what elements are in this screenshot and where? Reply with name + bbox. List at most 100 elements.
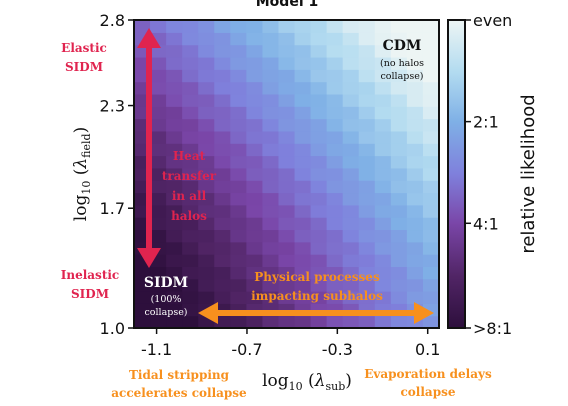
heatmap-cell — [214, 93, 231, 107]
y-axis-label-var: λ — [71, 158, 91, 170]
heatmap-cell — [198, 266, 215, 280]
heatmap-cell — [198, 56, 215, 70]
heatmap-cell — [182, 278, 199, 292]
heatmap-cell — [230, 155, 247, 169]
heatmap-cell — [150, 217, 167, 231]
x-axis-label-open: ( — [303, 371, 315, 391]
heatmap-cell — [214, 106, 231, 120]
heatmap-cell — [278, 118, 296, 132]
heatmap-cell — [246, 180, 264, 194]
heatmap-cell — [182, 204, 199, 218]
heatmap-cell — [390, 81, 408, 95]
heatmap-cell — [166, 291, 183, 304]
heatmap-cell — [262, 155, 280, 169]
heatmap-cell — [310, 217, 328, 231]
heatmap-cell — [390, 180, 408, 194]
heatmap-cell — [294, 204, 312, 218]
heatmap-cell — [262, 229, 280, 243]
heatmap-cell — [214, 192, 231, 206]
heatmap-cell — [310, 167, 328, 181]
heatmap-cell — [246, 266, 264, 280]
heatmap-cell — [422, 167, 439, 181]
heatmap-cell — [406, 155, 424, 169]
heatmap-cell — [358, 241, 376, 255]
heatmap-cell — [246, 167, 264, 181]
inelastic-label-line-1: Inelastic — [61, 268, 119, 282]
heatmap-cell — [390, 204, 408, 218]
heatmap-cell — [150, 106, 167, 120]
heatmap-cell — [310, 143, 328, 157]
colorbar-label: relative likelihood — [518, 94, 539, 253]
heatmap-cell — [374, 241, 392, 255]
heatmap-cell — [230, 93, 247, 107]
heatmap-cell — [374, 56, 392, 70]
heatmap-cell — [262, 106, 280, 120]
heat-transfer-line-4: halos — [171, 209, 207, 223]
heatmap-cell — [342, 106, 360, 120]
heatmap-cell — [422, 143, 439, 157]
heatmap-cell — [310, 192, 328, 206]
heatmap-cell — [374, 278, 392, 292]
heatmap-cell — [198, 180, 215, 194]
heatmap-cell — [406, 56, 424, 70]
heatmap-cell — [214, 254, 231, 267]
heatmap-cell — [166, 180, 183, 194]
heatmap-cell — [422, 217, 439, 231]
heatmap-cell — [230, 44, 247, 58]
heatmap-cell — [326, 130, 344, 144]
heat-transfer-arrow — [137, 28, 161, 268]
heatmap-cell — [198, 44, 215, 58]
heatmap-cell — [342, 118, 360, 132]
heatmap-cell — [406, 254, 424, 267]
heatmap-cell — [342, 69, 360, 83]
heatmap-cell — [214, 143, 231, 157]
heatmap-cell — [214, 278, 231, 292]
heatmap-cell — [374, 20, 392, 33]
heatmap-cell — [278, 167, 296, 181]
heatmap-cell — [246, 204, 264, 218]
heatmap-cell — [326, 278, 344, 292]
heatmap-cell — [262, 32, 280, 46]
heatmap-cell — [326, 32, 344, 46]
heatmap-cell — [246, 130, 264, 144]
y-axis-label-open: ( — [71, 169, 91, 181]
heatmap-cell — [374, 93, 392, 107]
heatmap-cell — [326, 93, 344, 107]
physical-processes-line-1: Physical processes — [254, 270, 380, 284]
heatmap-cell — [390, 106, 408, 120]
heatmap-cell — [406, 69, 424, 83]
heatmap-cell — [166, 44, 183, 58]
heatmap-cell — [198, 32, 215, 46]
heatmap-cell — [374, 69, 392, 83]
heatmap-cell — [278, 180, 296, 194]
heatmap-cell — [294, 229, 312, 243]
heatmap-cell — [294, 241, 312, 255]
heatmap-cell — [214, 180, 231, 194]
physical-processes-line-2: impacting subhalos — [251, 289, 383, 303]
heatmap-cell — [326, 254, 344, 267]
heatmap-cell — [294, 93, 312, 107]
heatmap-cell — [422, 118, 439, 132]
heatmap-cell — [342, 81, 360, 95]
heatmap-cell — [294, 180, 312, 194]
heatmap-cell — [278, 204, 296, 218]
heatmap-cell — [246, 56, 264, 70]
heatmap-cell — [310, 254, 328, 267]
heatmap-cell — [294, 56, 312, 70]
heatmap-cell — [374, 217, 392, 231]
heatmap-cell — [342, 93, 360, 107]
heatmap-cell — [246, 32, 264, 46]
x-axis-label-var-sub: sub — [325, 380, 345, 393]
heatmap-cell — [278, 32, 296, 46]
heatmap-cell — [390, 93, 408, 107]
heatmap-cell — [358, 204, 376, 218]
heatmap-cell — [294, 217, 312, 231]
chart-title: Model 1 — [256, 0, 318, 10]
heatmap-cell — [198, 167, 215, 181]
heatmap-cell — [358, 315, 376, 328]
heatmap-cell — [342, 229, 360, 243]
heatmap-cell — [358, 254, 376, 267]
heatmap-cell — [310, 56, 328, 70]
heatmap-cell — [422, 192, 439, 206]
heatmap-cell — [230, 118, 247, 132]
